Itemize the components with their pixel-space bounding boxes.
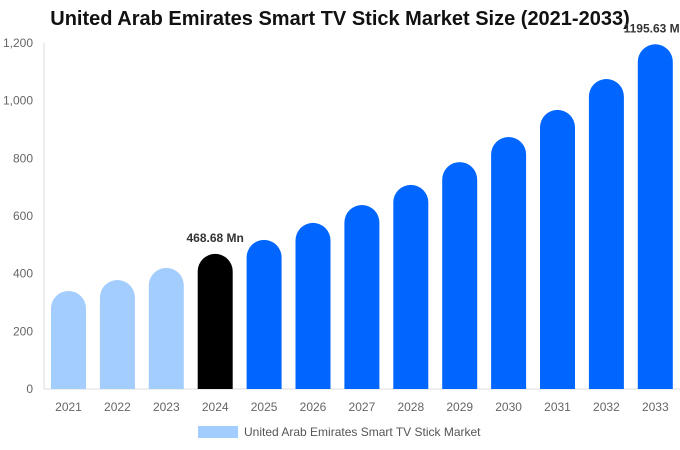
bar-2030	[491, 137, 527, 389]
y-tick-label: 400	[13, 267, 33, 281]
x-tick-label: 2021	[55, 400, 82, 414]
legend-swatch	[198, 426, 238, 438]
y-tick-label: 1,200	[3, 36, 33, 50]
x-tick-label: 2023	[153, 400, 180, 414]
bar-2021	[51, 290, 86, 389]
x-tick-label: 2024	[202, 400, 229, 414]
x-tick-label: 2028	[397, 400, 424, 414]
legend-label: United Arab Emirates Smart TV Stick Mark…	[244, 425, 481, 439]
y-tick-label: 1,000	[3, 94, 33, 108]
x-tick-label: 2031	[544, 400, 571, 414]
bar-2033	[637, 44, 673, 390]
bar-2032	[588, 79, 624, 390]
bar-2025	[246, 239, 282, 389]
chart-title: United Arab Emirates Smart TV Stick Mark…	[50, 8, 630, 30]
bar-2024	[197, 253, 233, 389]
bar-2029	[442, 162, 478, 389]
data-label: 1195.63 Mn	[624, 21, 680, 35]
bar-2031	[540, 109, 575, 389]
data-label: 468.68 Mn	[187, 231, 244, 245]
x-tick-label: 2027	[349, 400, 376, 414]
x-tick-label: 2029	[446, 400, 473, 414]
y-tick-label: 600	[13, 209, 33, 223]
y-tick-label: 800	[13, 151, 33, 165]
x-tick-label: 2033	[642, 400, 669, 414]
x-tick-label: 2022	[104, 400, 131, 414]
y-tick-label: 0	[26, 382, 33, 396]
bar-2023	[148, 267, 184, 389]
x-tick-label: 2026	[300, 400, 327, 414]
x-tick-label: 2030	[495, 400, 522, 414]
bar-2027	[344, 205, 380, 389]
bar-2028	[393, 184, 429, 389]
y-tick-label: 200	[13, 324, 33, 338]
legend: United Arab Emirates Smart TV Stick Mark…	[198, 425, 481, 439]
bar-2022	[99, 280, 135, 389]
bar-2026	[295, 222, 331, 389]
x-tick-label: 2025	[251, 400, 278, 414]
x-tick-label: 2032	[593, 400, 620, 414]
